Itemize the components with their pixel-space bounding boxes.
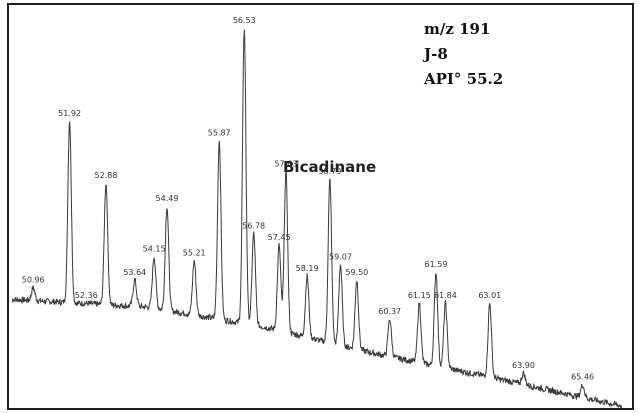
ion-trace-line (11, 29, 623, 409)
peak-label: 59.50 (345, 268, 368, 277)
peak-label: 50.96 (22, 276, 45, 285)
peak-label: 52.88 (95, 171, 118, 180)
peak-label: 57.45 (268, 233, 291, 242)
peak-label: 53.64 (123, 268, 146, 277)
peak-label: 55.21 (183, 249, 206, 258)
peak-label: 59.07 (329, 252, 352, 261)
peak-label: 52.36 (75, 291, 98, 300)
peak-label: 60.37 (378, 307, 401, 316)
peak-label: 61.84 (434, 291, 457, 300)
peak-label: 55.87 (208, 128, 231, 137)
info-line-mz: m/z 191 (424, 20, 490, 38)
peak-label-layer: 50.96 51.92 52.36 52.88 53.64 54.15 54.49 55.21… (22, 16, 594, 382)
peak-label: 57.63 (274, 159, 297, 168)
peak-label: 63.90 (512, 361, 535, 370)
chart-frame (7, 3, 634, 410)
peak-label: 56.78 (242, 221, 265, 230)
peak-label: 56.53 (233, 16, 256, 25)
info-line-sample: J-8 (422, 45, 448, 63)
peak-label: 63.01 (478, 291, 501, 300)
info-line-api: API° 55.2 (423, 70, 503, 88)
peak-label: 54.15 (143, 245, 166, 254)
peak-label: 58.79 (318, 167, 341, 176)
peak-label: 65.46 (571, 373, 594, 382)
peak-label: 61.59 (425, 260, 448, 269)
bicadinane-annotation: Bicadinane (283, 158, 376, 176)
peak-label: 51.92 (58, 109, 81, 118)
trace-layer (11, 29, 623, 409)
peak-label: 61.15 (408, 291, 431, 300)
peak-label: 54.49 (156, 194, 179, 203)
peak-label: 58.19 (296, 264, 319, 273)
